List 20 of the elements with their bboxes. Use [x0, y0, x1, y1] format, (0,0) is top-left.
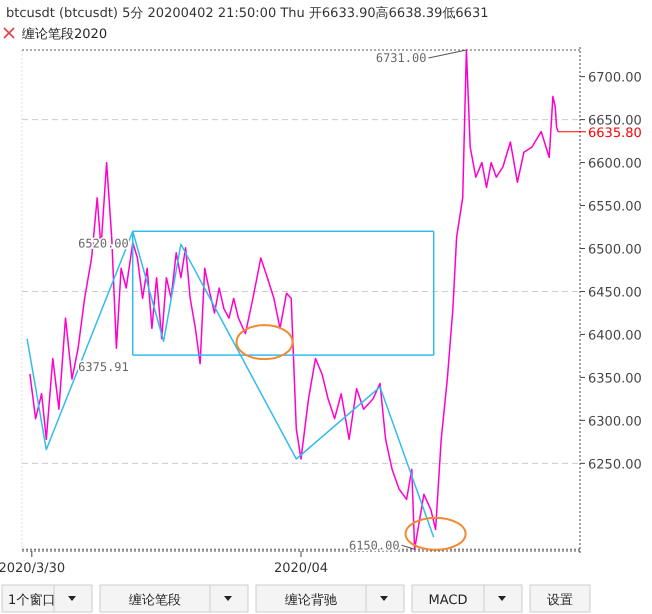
- annotation: 6150.00: [348, 538, 400, 552]
- annotation: 6731.00: [376, 51, 426, 65]
- y-tick-label: 6700.00: [588, 70, 642, 86]
- text: 1个窗口: [8, 592, 56, 608]
- y-tick-label: 6250.00: [588, 457, 642, 472]
- y-tick-label: 6550.00: [588, 200, 642, 215]
- annotation: 6635.80: [588, 126, 642, 141]
- y-tick-label: 6350.00: [588, 371, 642, 386]
- text: MACD: [428, 593, 468, 608]
- x-tick-label: 2020/04: [274, 561, 328, 576]
- y-tick-label: 6300.00: [588, 414, 642, 430]
- text: 缠论背驰: [285, 593, 337, 608]
- y-tick-label: 6400.00: [588, 328, 642, 344]
- text: 缠论笔段: [129, 593, 181, 608]
- title: btcusdt (btcusdt) 5分 20200402 21:50:00 Thu 开6633.90高6638.39低6631: [6, 6, 488, 21]
- y-tick-label: 6500.00: [588, 242, 642, 258]
- y-tick-label: 6600.00: [588, 156, 642, 172]
- subtitle: 缠论笔段2020: [22, 27, 108, 42]
- y-tick-label: 6450.00: [588, 285, 642, 300]
- text: 设置: [547, 593, 573, 608]
